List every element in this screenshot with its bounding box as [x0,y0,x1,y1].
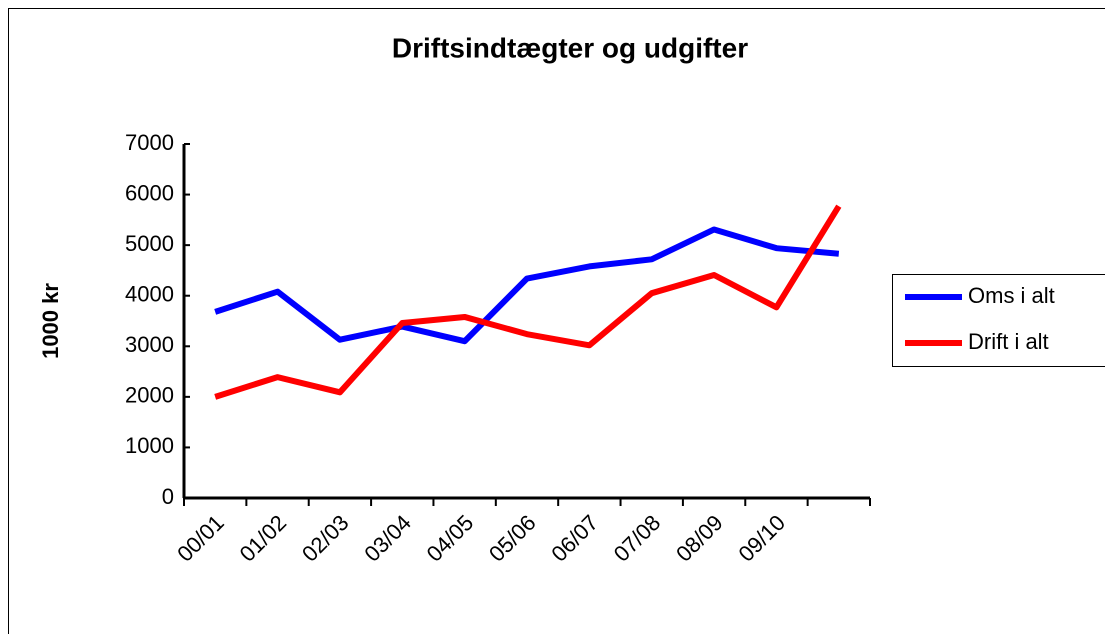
y-tick-label: 2000 [125,383,174,408]
y-tick-label: 5000 [125,231,174,256]
y-tick-label: 1000 [125,433,174,458]
y-tick-label: 7000 [125,130,174,155]
y-tick-label: 4000 [125,282,174,307]
legend-box [892,274,1105,367]
y-tick-label: 6000 [125,180,174,205]
y-tick-label: 3000 [125,332,174,357]
line-series [214,226,840,345]
legend-label: Oms i alt [968,283,1055,308]
legend-label: Drift i alt [968,329,1049,354]
y-axis-label: 1000 kr [38,283,63,359]
line-series [214,204,842,400]
y-tick-label: 0 [162,484,174,509]
chart-title: Driftsindtægter og udgifter [392,32,748,63]
